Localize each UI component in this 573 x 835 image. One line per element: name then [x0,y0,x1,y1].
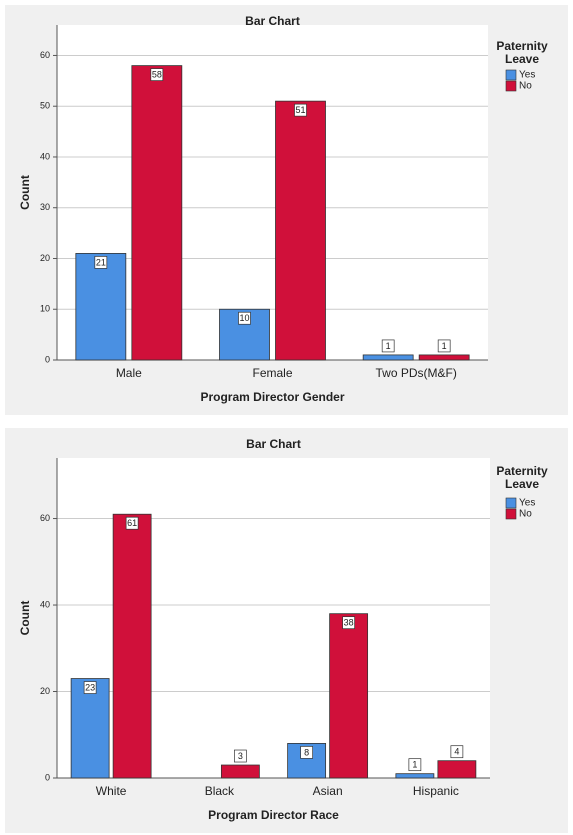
bar [131,65,183,361]
chart: Bar Chart 0 20 40 60 Count Program Director Ra… [5,428,568,833]
x-tick-label: Male [116,366,142,380]
y-tick-label: 50 [40,101,50,111]
value-label-box [408,758,422,772]
legend-swatch [505,80,517,92]
bar [220,764,260,779]
value-label: 8 [304,747,309,757]
value-label-box [342,616,355,630]
legend-swatch [505,69,517,81]
y-axis-label: Count [18,601,32,636]
value-label-box [125,516,139,530]
value-label: 4 [454,747,459,757]
value-label-box [450,745,464,759]
y-tick-label: 40 [40,151,50,161]
value-label-box [294,103,307,117]
x-tick-label: Hispanic [413,784,459,798]
y-tick-label: 20 [40,253,50,263]
chart-title: Bar Chart [246,437,301,451]
value-label: 61 [127,518,137,528]
x-axis-label: Program Director Race [208,808,339,822]
x-tick-label: Black [205,784,235,798]
value-label: 23 [85,682,95,692]
value-label-box [300,746,313,759]
legend-label: Yes [519,70,535,81]
bar [418,354,470,361]
legend-label: No [519,509,532,520]
value-label: 1 [386,341,391,351]
y-tick-label: 10 [40,304,50,314]
value-label: 58 [152,69,162,79]
value-label: 1 [412,760,417,770]
value-label: 10 [239,313,249,323]
plot-area [57,25,488,360]
value-label-box [437,339,451,353]
y-tick-label: 0 [45,772,50,782]
bar [75,253,127,361]
x-tick-label: White [96,784,127,798]
legend-title: Paternity Leave [496,39,548,66]
value-label: 51 [295,105,305,115]
bar [329,613,369,779]
value-label: 21 [96,257,106,267]
value-label: 38 [344,618,354,628]
value-label-box [83,681,97,694]
x-tick-label: Female [252,366,292,380]
bar [275,100,326,361]
chart-title: Bar Chart [245,14,300,28]
x-tick-label: Asian [313,784,343,798]
bar [395,773,435,779]
chart: Bar Chart 0 10 20 30 40 50 60 Count Program Direc… [5,5,568,415]
legend-label: No [519,81,532,92]
value-label-box [94,256,108,269]
bar [362,354,414,361]
bar [112,513,152,779]
bar [437,760,477,779]
y-tick-label: 40 [40,599,50,609]
y-tick-label: 0 [45,354,50,364]
legend-swatch [505,497,517,509]
legend-label: Yes [519,498,535,509]
value-label-box [234,749,247,763]
value-label-box [381,339,395,353]
y-tick-label: 60 [40,50,50,60]
value-label: 1 [442,341,447,351]
x-axis-label: Program Director Gender [200,390,344,404]
value-label-box [150,68,164,81]
value-label-box [238,311,251,325]
legend-title: Paternity Leave [496,464,548,491]
value-label: 3 [238,751,243,761]
bar [70,678,110,779]
y-tick-label: 60 [40,513,50,523]
y-tick-label: 20 [40,686,50,696]
y-axis-label: Count [18,175,32,210]
y-tick-label: 30 [40,202,50,212]
legend-swatch [505,508,517,520]
x-tick-label: Two PDs(M&F) [375,366,456,380]
